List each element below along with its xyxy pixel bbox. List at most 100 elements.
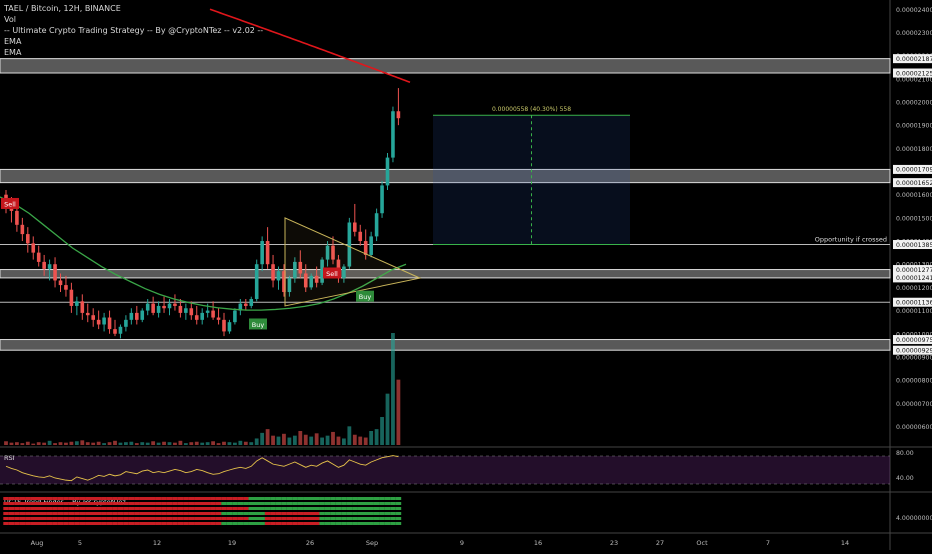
trend-cell [286,497,293,500]
trend-cell [319,517,325,520]
volume-bar-61 [336,436,341,445]
trend-cell [226,512,233,515]
candle-17 [96,310,101,330]
trend-cell [139,522,146,525]
candle-18 [102,312,106,332]
volume-bar-42 [233,442,237,445]
volume-bar-56 [309,436,314,445]
rsi-line [5,455,399,482]
trend-cell [254,502,260,505]
trend-cell [379,517,385,520]
trend-cell [123,507,129,510]
trend-cell [226,497,233,500]
trend-cell [112,522,118,525]
candle-49 [271,254,275,288]
candle-body [331,245,335,260]
trend-cell [85,517,91,520]
volume-bar-14 [80,440,85,445]
candle-body [374,213,379,237]
candle-body [249,298,254,306]
trend-cell [161,522,167,525]
trend-cell [303,512,309,515]
trend-cell [313,517,320,520]
candle-body [129,312,134,320]
trend-cell [161,502,167,505]
candle-4 [26,227,30,253]
volume-bar-47 [260,432,265,445]
candle-body [254,264,259,299]
trend-cell [14,512,20,515]
trend-cell [357,522,364,525]
volume-bar-7 [42,442,47,445]
trend-cell [248,497,255,500]
trend-cell [330,512,336,515]
volume-bar-26 [145,442,150,445]
volume-bar-41 [227,442,232,445]
trend-cell [90,522,96,525]
trend-cell [194,497,200,500]
trend-cell [117,507,124,510]
volume-bar-22 [124,442,128,445]
trend-cell [384,522,391,525]
signal-badge-2 [356,290,374,302]
rsi-band [0,456,890,484]
trend-cell [390,512,396,515]
candle-body [353,222,357,232]
trend-cell [194,517,200,520]
trend-cell [14,517,20,520]
trend-cell [85,502,91,505]
trend-cell [25,522,31,525]
trend-cell [183,502,189,505]
trend-cell [25,497,31,500]
time-tick-4: 26 [306,539,314,547]
volume-bar-55 [303,434,308,445]
ema-fast-line [0,196,407,311]
trend-cell [183,522,189,525]
trend-cell [150,507,156,510]
candle-48 [265,227,270,269]
candle-69 [380,180,384,218]
candle-body [293,261,297,279]
trend-cell [248,517,255,520]
trend-cell [281,512,287,515]
volume-bar-66 [363,437,368,445]
resistance-zone-2 [0,269,891,279]
trend-cell [384,507,391,510]
trend-cell [19,522,26,525]
trend-cell [264,517,271,520]
trend-cell [286,507,293,510]
trend-cell [19,517,26,520]
trend-cell [341,512,347,515]
trend-cell [341,507,347,510]
candle-21 [118,324,123,339]
trend-cell [352,502,358,505]
symbol-title: TAEL / Bitcoin, 12H, BINANCE [4,4,121,13]
trend-cell [63,522,69,525]
trend-cell [139,517,146,520]
trend-cell [155,507,162,510]
volume-bar-12 [69,441,74,445]
candle-body [162,305,166,309]
trend-cell [341,517,347,520]
trend-cell [384,517,391,520]
candle-20 [113,319,117,337]
trend-cell [63,497,69,500]
trend-cell [390,497,396,500]
candle-7 [42,254,46,276]
trend-cell [363,522,369,525]
candle-body [156,305,161,313]
trend-cell [264,502,271,505]
candle-32 [178,298,183,318]
candle-body [211,310,215,318]
candle-body [124,319,128,327]
volume-bar-23 [129,441,134,445]
trend-cell [19,502,26,505]
volume-bar-59 [325,435,330,445]
trend-cell [292,507,298,510]
trend-axis-label: 4.00000000 [896,515,932,522]
candle-9 [53,257,57,288]
trend-cell [41,512,47,515]
candle-39 [216,308,221,325]
